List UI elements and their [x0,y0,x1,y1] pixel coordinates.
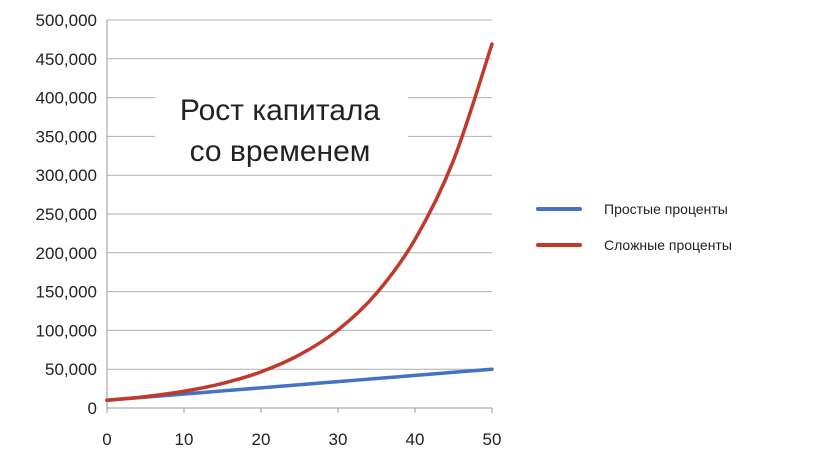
legend: Простые проценты Сложные проценты [536,201,732,253]
series-layer [105,42,494,402]
x-tick-label: 0 [102,430,111,449]
y-tick-label: 0 [88,399,97,418]
y-tick-label: 150,000 [36,283,97,302]
series-line-1 [105,367,494,402]
legend-label: Простые проценты [604,201,728,217]
y-tick-label: 350,000 [36,127,97,146]
x-tick-label: 50 [483,430,502,449]
y-tick-label: 250,000 [36,205,97,224]
legend-label: Сложные проценты [604,237,732,253]
x-tick-label: 10 [175,430,194,449]
y-tick-label: 50,000 [45,360,97,379]
y-tick-label: 100,000 [36,321,97,340]
y-tick-label: 300,000 [36,166,97,185]
y-tick-label: 200,000 [36,244,97,263]
y-tick-label: 500,000 [36,11,97,30]
title-line-1: Рост капитала [180,94,381,127]
y-tick-label: 450,000 [36,50,97,69]
grid-layer [107,19,492,370]
series-line-2 [105,42,494,402]
x-tick-label: 30 [329,430,348,449]
y-tick-label: 400,000 [36,89,97,108]
title-line-2: со временем [190,135,371,168]
x-tick-label: 20 [252,430,271,449]
axis-layer: 0 50,000 100,000 150,000 200,000 250,000 300,0… [36,11,502,449]
chart-title: Рост капитала со временем [155,86,408,174]
x-tick-label: 40 [406,430,425,449]
title-background [155,86,408,174]
